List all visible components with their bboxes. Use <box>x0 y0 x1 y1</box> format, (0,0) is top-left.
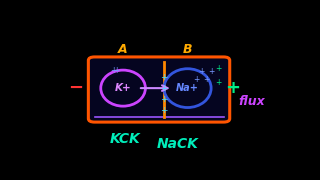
Text: +: + <box>160 106 168 115</box>
Text: −: − <box>68 79 84 97</box>
Text: NaCK: NaCK <box>157 137 199 150</box>
FancyBboxPatch shape <box>88 57 230 122</box>
Text: +: + <box>160 84 168 93</box>
Text: +: + <box>198 67 204 76</box>
Text: +: + <box>215 64 222 73</box>
Text: +: + <box>208 67 214 76</box>
Text: +: + <box>193 75 199 84</box>
Text: flux: flux <box>239 95 265 109</box>
Text: +: + <box>203 75 209 84</box>
Text: +: + <box>225 79 240 97</box>
Text: K+: K+ <box>115 83 132 93</box>
Text: A: A <box>118 43 128 56</box>
Text: +: + <box>114 66 120 75</box>
Text: B: B <box>183 43 192 56</box>
Text: +: + <box>160 73 168 82</box>
Text: +: + <box>110 66 116 75</box>
Text: +: + <box>215 78 222 87</box>
Text: Na+: Na+ <box>176 83 199 93</box>
Text: KCK: KCK <box>110 132 141 146</box>
Text: +: + <box>160 95 168 104</box>
